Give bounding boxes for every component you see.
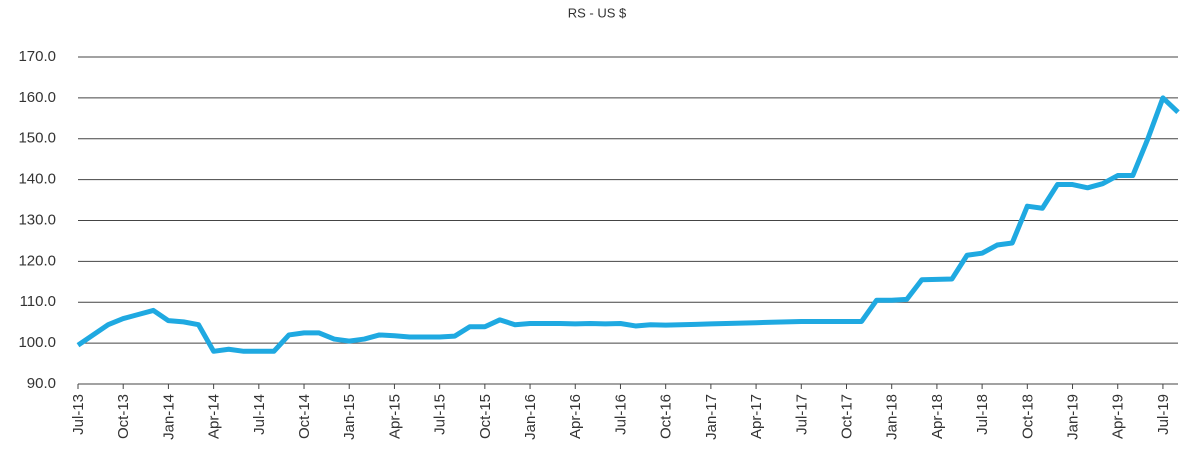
x-tick-label: Jul-16 <box>612 394 629 435</box>
x-tick-label: Oct-17 <box>838 394 855 439</box>
x-tick-label: Apr-18 <box>929 394 946 439</box>
y-tick-label: 140.0 <box>18 171 56 188</box>
chart-title: RS - US $ <box>568 5 627 20</box>
x-tick-label: Oct-16 <box>658 394 675 439</box>
x-tick-label: Jul-15 <box>432 394 449 435</box>
x-tick-label: Jul-19 <box>1155 394 1172 435</box>
x-tick-label: Apr-19 <box>1110 394 1127 439</box>
x-tick-label: Oct-13 <box>115 394 132 439</box>
x-tick-label: Jul-13 <box>70 394 87 435</box>
y-tick-label: 150.0 <box>18 130 56 147</box>
x-tick-label: Jan-16 <box>522 394 539 440</box>
x-tick-label: Jan-15 <box>341 394 358 440</box>
line-series <box>76 95 1180 354</box>
x-tick-label: Oct-15 <box>477 394 494 439</box>
x-tick-label: Jan-14 <box>160 394 177 440</box>
y-tick-label: 130.0 <box>18 211 56 228</box>
x-tick-label: Oct-14 <box>296 394 313 439</box>
y-tick-label: 100.0 <box>18 334 56 351</box>
x-tick-label: Jan-17 <box>703 394 720 440</box>
y-tick-label: 160.0 <box>18 89 56 106</box>
x-tick-label: Oct-18 <box>1019 394 1036 439</box>
x-tick-label: Jul-14 <box>251 394 268 435</box>
y-tick-label: 110.0 <box>20 293 56 310</box>
x-tick-label: Apr-14 <box>206 394 223 439</box>
y-tick-label: 120.0 <box>18 252 56 269</box>
x-tick-label: Apr-17 <box>748 394 765 439</box>
x-tick-label: Apr-16 <box>567 394 584 439</box>
x-tick-label: Jan-18 <box>884 394 901 440</box>
x-tick-label: Apr-15 <box>386 394 403 439</box>
y-tick-label: 90.0 <box>27 375 56 392</box>
y-tick-label: 170.0 <box>18 48 56 65</box>
x-tick-label: Jul-17 <box>793 394 810 435</box>
x-tick-label: Jul-18 <box>974 394 991 435</box>
x-tick-label: Jan-19 <box>1064 394 1081 440</box>
